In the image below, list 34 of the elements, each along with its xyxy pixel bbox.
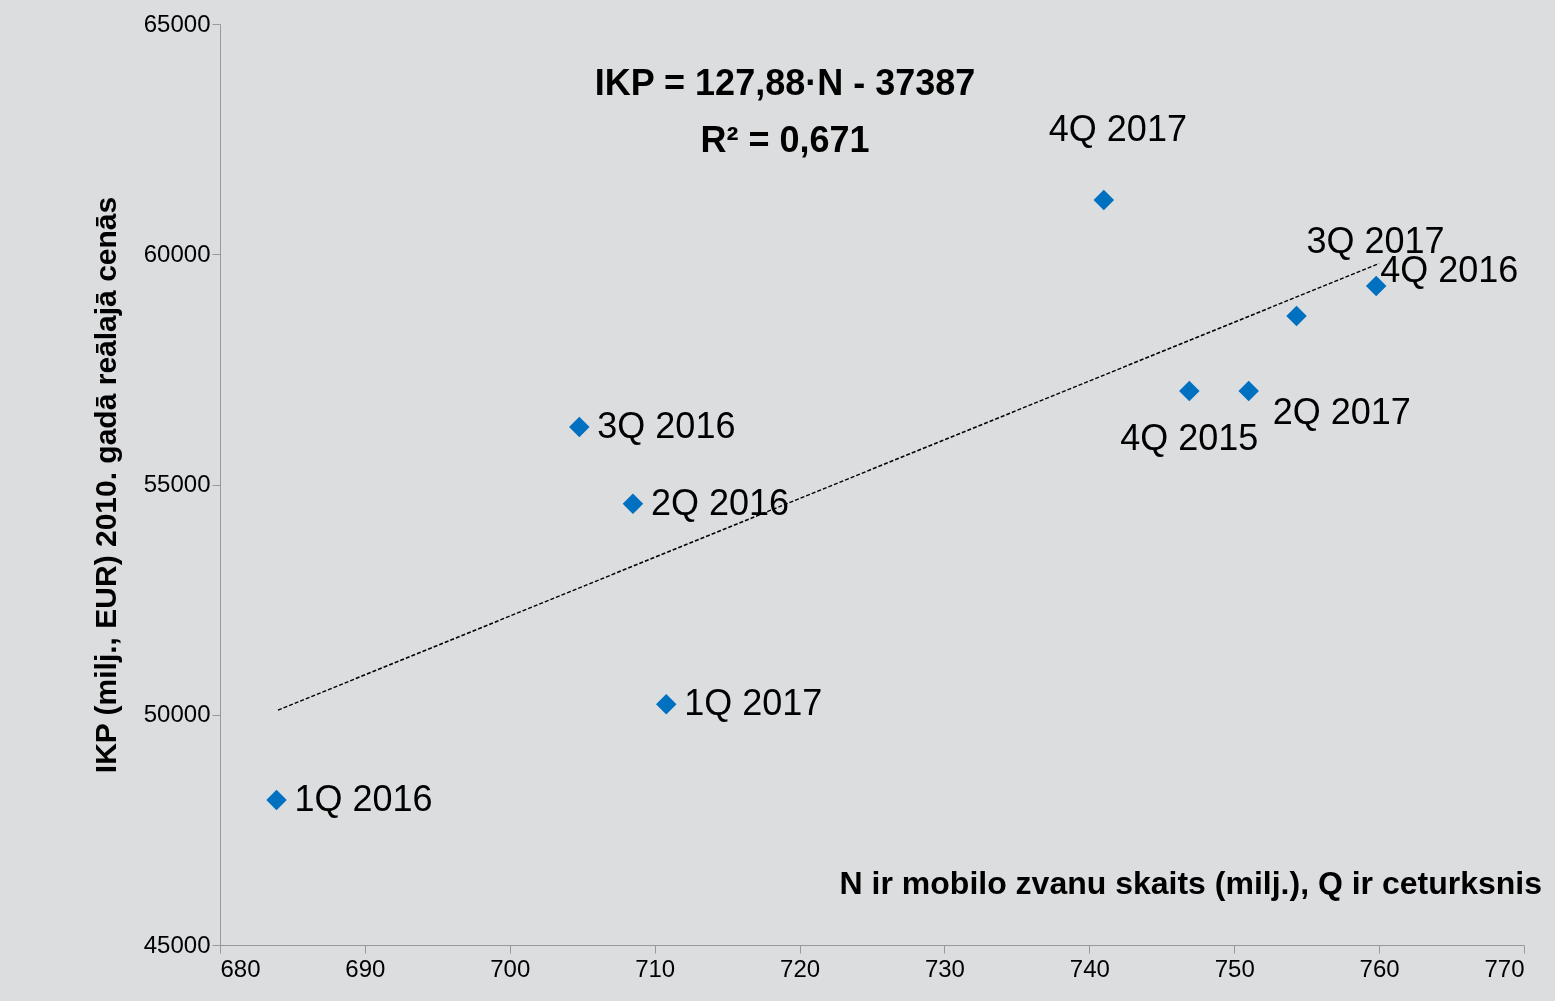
x-tick-label: 750 xyxy=(1214,954,1255,982)
x-tick-label: 760 xyxy=(1359,954,1400,982)
data-label: 4Q 2017 xyxy=(1048,107,1187,149)
x-tick-label: 680 xyxy=(220,954,261,982)
data-label: 2Q 2016 xyxy=(650,481,790,523)
point xyxy=(1179,380,1200,402)
y-tick-label: 65000 xyxy=(143,9,211,37)
y-tick-label: 60000 xyxy=(143,239,211,267)
y-tick-label: 50000 xyxy=(143,700,211,728)
annotation: IKP = 127,88·N - 37387 xyxy=(594,62,976,103)
x-tick-label: 710 xyxy=(635,954,676,982)
x-tick-label: 700 xyxy=(490,954,531,982)
point xyxy=(1093,189,1115,211)
data-label: 2Q 2017 xyxy=(1272,391,1411,433)
point xyxy=(266,789,287,811)
data-label: 1Q 2016 xyxy=(294,777,433,819)
point xyxy=(569,416,590,438)
data-label: 4Q 2015 xyxy=(1120,417,1259,459)
x-tick-label: 770 xyxy=(1484,954,1525,982)
x-axis-title: N ir mobilo zvanu skaits (milj.), Q ir ceturksnis xyxy=(839,865,1542,901)
point xyxy=(656,693,677,715)
y-axis-title: IKP (milj., EUR) 2010. gadā reālajā cenās xyxy=(88,196,122,774)
x-tick-label: 720 xyxy=(780,954,821,982)
point xyxy=(1286,305,1307,327)
data-label: 1Q 2017 xyxy=(684,682,823,724)
point xyxy=(1238,380,1259,402)
x-tick-label: 690 xyxy=(345,954,386,982)
annotation: R² = 0,671 xyxy=(700,119,870,160)
x-tick-label: 740 xyxy=(1069,954,1110,982)
y-tick-label: 55000 xyxy=(143,470,211,497)
x-tick-label: 730 xyxy=(924,954,965,982)
point xyxy=(622,493,644,515)
data-label: 3Q 2016 xyxy=(597,404,736,446)
y-tick-label: 45000 xyxy=(143,930,211,958)
